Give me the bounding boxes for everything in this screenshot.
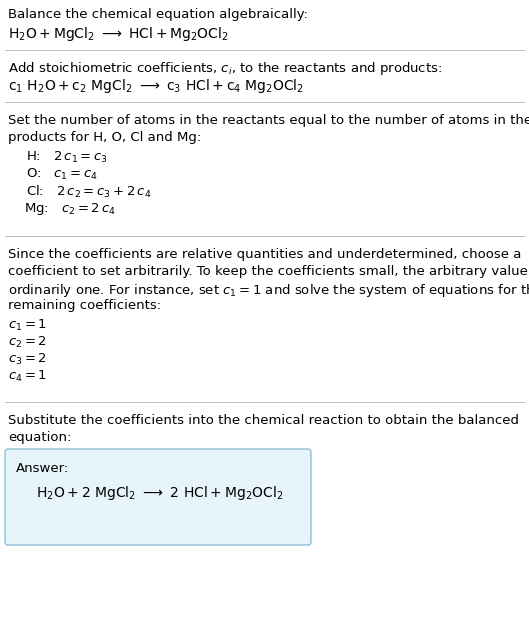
Text: Cl: $\ \ 2\,c_2 = c_3 + 2\,c_4$: Cl: $\ \ 2\,c_2 = c_3 + 2\,c_4$	[26, 184, 152, 200]
Text: $\mathrm{H_2O + MgCl_2 \ \longrightarrow \ HCl + Mg_2OCl_2}$: $\mathrm{H_2O + MgCl_2 \ \longrightarrow…	[8, 25, 229, 43]
Text: $\mathrm{c_1\ H_2O + c_2\ MgCl_2 \ \longrightarrow \ c_3\ HCl + c_4\ Mg_2OCl_2}$: $\mathrm{c_1\ H_2O + c_2\ MgCl_2 \ \long…	[8, 77, 304, 95]
Text: $c_1 = 1$: $c_1 = 1$	[8, 318, 47, 333]
Text: H: $\ \ 2\,c_1 = c_3$: H: $\ \ 2\,c_1 = c_3$	[26, 150, 108, 165]
Text: Substitute the coefficients into the chemical reaction to obtain the balanced: Substitute the coefficients into the che…	[8, 414, 519, 427]
Text: Add stoichiometric coefficients, $c_i$, to the reactants and products:: Add stoichiometric coefficients, $c_i$, …	[8, 60, 442, 77]
Text: O: $\ \ c_1 = c_4$: O: $\ \ c_1 = c_4$	[26, 167, 98, 182]
Text: $\mathrm{H_2O + 2\ MgCl_2 \ \longrightarrow \ 2\ HCl + Mg_2OCl_2}$: $\mathrm{H_2O + 2\ MgCl_2 \ \longrightar…	[36, 484, 284, 502]
Text: Since the coefficients are relative quantities and underdetermined, choose a: Since the coefficients are relative quan…	[8, 248, 522, 261]
Text: $c_2 = 2$: $c_2 = 2$	[8, 335, 47, 350]
Text: remaining coefficients:: remaining coefficients:	[8, 299, 161, 312]
Text: ordinarily one. For instance, set $c_1 = 1$ and solve the system of equations fo: ordinarily one. For instance, set $c_1 =…	[8, 282, 529, 299]
Text: products for H, O, Cl and Mg:: products for H, O, Cl and Mg:	[8, 131, 201, 144]
Text: Answer:: Answer:	[16, 462, 69, 475]
Text: Set the number of atoms in the reactants equal to the number of atoms in the: Set the number of atoms in the reactants…	[8, 114, 529, 127]
Text: Balance the chemical equation algebraically:: Balance the chemical equation algebraica…	[8, 8, 308, 21]
Text: $c_3 = 2$: $c_3 = 2$	[8, 352, 47, 367]
Text: equation:: equation:	[8, 431, 71, 444]
Text: coefficient to set arbitrarily. To keep the coefficients small, the arbitrary va: coefficient to set arbitrarily. To keep …	[8, 265, 529, 278]
Text: $c_4 = 1$: $c_4 = 1$	[8, 369, 47, 384]
Text: Mg: $\ \ c_2 = 2\,c_4$: Mg: $\ \ c_2 = 2\,c_4$	[24, 201, 116, 217]
FancyBboxPatch shape	[5, 449, 311, 545]
